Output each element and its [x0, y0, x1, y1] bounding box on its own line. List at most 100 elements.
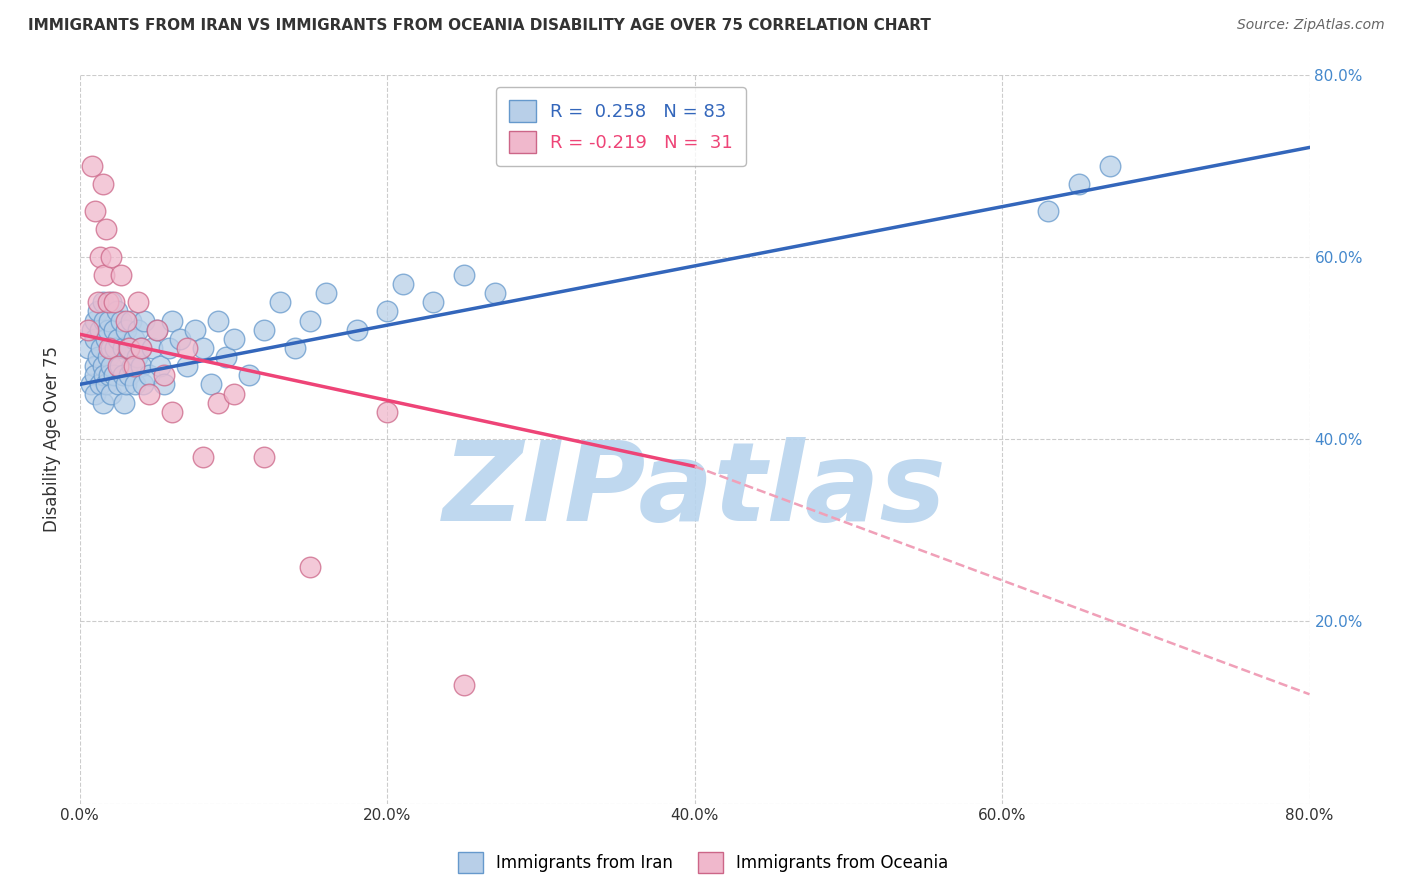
- Point: [253, 323, 276, 337]
- Point: [453, 678, 475, 692]
- Point: [118, 341, 141, 355]
- Point: [118, 368, 141, 383]
- Point: [96, 350, 118, 364]
- Point: [87, 304, 110, 318]
- Point: [82, 159, 104, 173]
- Text: IMMIGRANTS FROM IRAN VS IMMIGRANTS FROM OCEANIA DISABILITY AGE OVER 75 CORRELATI: IMMIGRANTS FROM IRAN VS IMMIGRANTS FROM …: [28, 18, 931, 33]
- Point: [391, 277, 413, 292]
- Point: [284, 341, 307, 355]
- Point: [131, 359, 153, 373]
- Point: [127, 295, 149, 310]
- Point: [94, 377, 117, 392]
- Point: [160, 405, 183, 419]
- Point: [100, 250, 122, 264]
- Point: [122, 332, 145, 346]
- Point: [110, 268, 132, 282]
- Point: [94, 222, 117, 236]
- Point: [176, 341, 198, 355]
- Point: [100, 386, 122, 401]
- Point: [120, 313, 142, 327]
- Point: [422, 295, 444, 310]
- Point: [222, 386, 245, 401]
- Point: [103, 295, 125, 310]
- Point: [76, 323, 98, 337]
- Point: [107, 359, 129, 373]
- Point: [131, 341, 153, 355]
- Point: [91, 295, 114, 310]
- Point: [87, 350, 110, 364]
- Point: [346, 323, 368, 337]
- Point: [453, 268, 475, 282]
- Point: [207, 395, 229, 409]
- Point: [82, 323, 104, 337]
- Point: [98, 313, 121, 327]
- Point: [105, 304, 128, 318]
- Point: [153, 377, 176, 392]
- Point: [114, 395, 136, 409]
- Legend: Immigrants from Iran, Immigrants from Oceania: Immigrants from Iran, Immigrants from Oc…: [451, 846, 955, 880]
- Point: [107, 332, 129, 346]
- Point: [107, 377, 129, 392]
- Point: [141, 341, 163, 355]
- Point: [375, 304, 398, 318]
- Point: [111, 368, 134, 383]
- Text: Source: ZipAtlas.com: Source: ZipAtlas.com: [1237, 18, 1385, 32]
- Point: [93, 268, 115, 282]
- Point: [121, 359, 143, 373]
- Point: [100, 359, 122, 373]
- Point: [103, 323, 125, 337]
- Point: [93, 313, 115, 327]
- Point: [89, 377, 111, 392]
- Point: [1038, 204, 1060, 219]
- Point: [1067, 177, 1090, 191]
- Y-axis label: Disability Age Over 75: Disability Age Over 75: [44, 346, 60, 532]
- Point: [110, 313, 132, 327]
- Point: [100, 341, 122, 355]
- Point: [122, 359, 145, 373]
- Point: [160, 313, 183, 327]
- Point: [207, 313, 229, 327]
- Point: [145, 323, 167, 337]
- Point: [91, 395, 114, 409]
- Point: [124, 377, 146, 392]
- Point: [191, 341, 214, 355]
- Point: [94, 332, 117, 346]
- Point: [89, 250, 111, 264]
- Point: [98, 368, 121, 383]
- Point: [200, 377, 222, 392]
- Point: [84, 204, 107, 219]
- Point: [115, 323, 138, 337]
- Point: [153, 368, 176, 383]
- Point: [115, 313, 138, 327]
- Point: [138, 368, 160, 383]
- Text: ZIPatlas: ZIPatlas: [443, 436, 946, 543]
- Point: [84, 332, 107, 346]
- Point: [299, 313, 322, 327]
- Point: [191, 450, 214, 465]
- Point: [104, 341, 127, 355]
- Point: [484, 286, 506, 301]
- Point: [79, 377, 101, 392]
- Point: [149, 359, 172, 373]
- Point: [98, 341, 121, 355]
- Point: [127, 323, 149, 337]
- Point: [184, 323, 207, 337]
- Point: [84, 359, 107, 373]
- Point: [84, 313, 107, 327]
- Point: [238, 368, 260, 383]
- Point: [90, 341, 112, 355]
- Point: [315, 286, 337, 301]
- Point: [96, 295, 118, 310]
- Point: [157, 341, 180, 355]
- Point: [93, 368, 115, 383]
- Point: [131, 341, 153, 355]
- Point: [84, 386, 107, 401]
- Point: [222, 332, 245, 346]
- Point: [84, 368, 107, 383]
- Point: [125, 350, 148, 364]
- Point: [269, 295, 291, 310]
- Point: [96, 323, 118, 337]
- Point: [89, 323, 111, 337]
- Point: [253, 450, 276, 465]
- Point: [115, 377, 138, 392]
